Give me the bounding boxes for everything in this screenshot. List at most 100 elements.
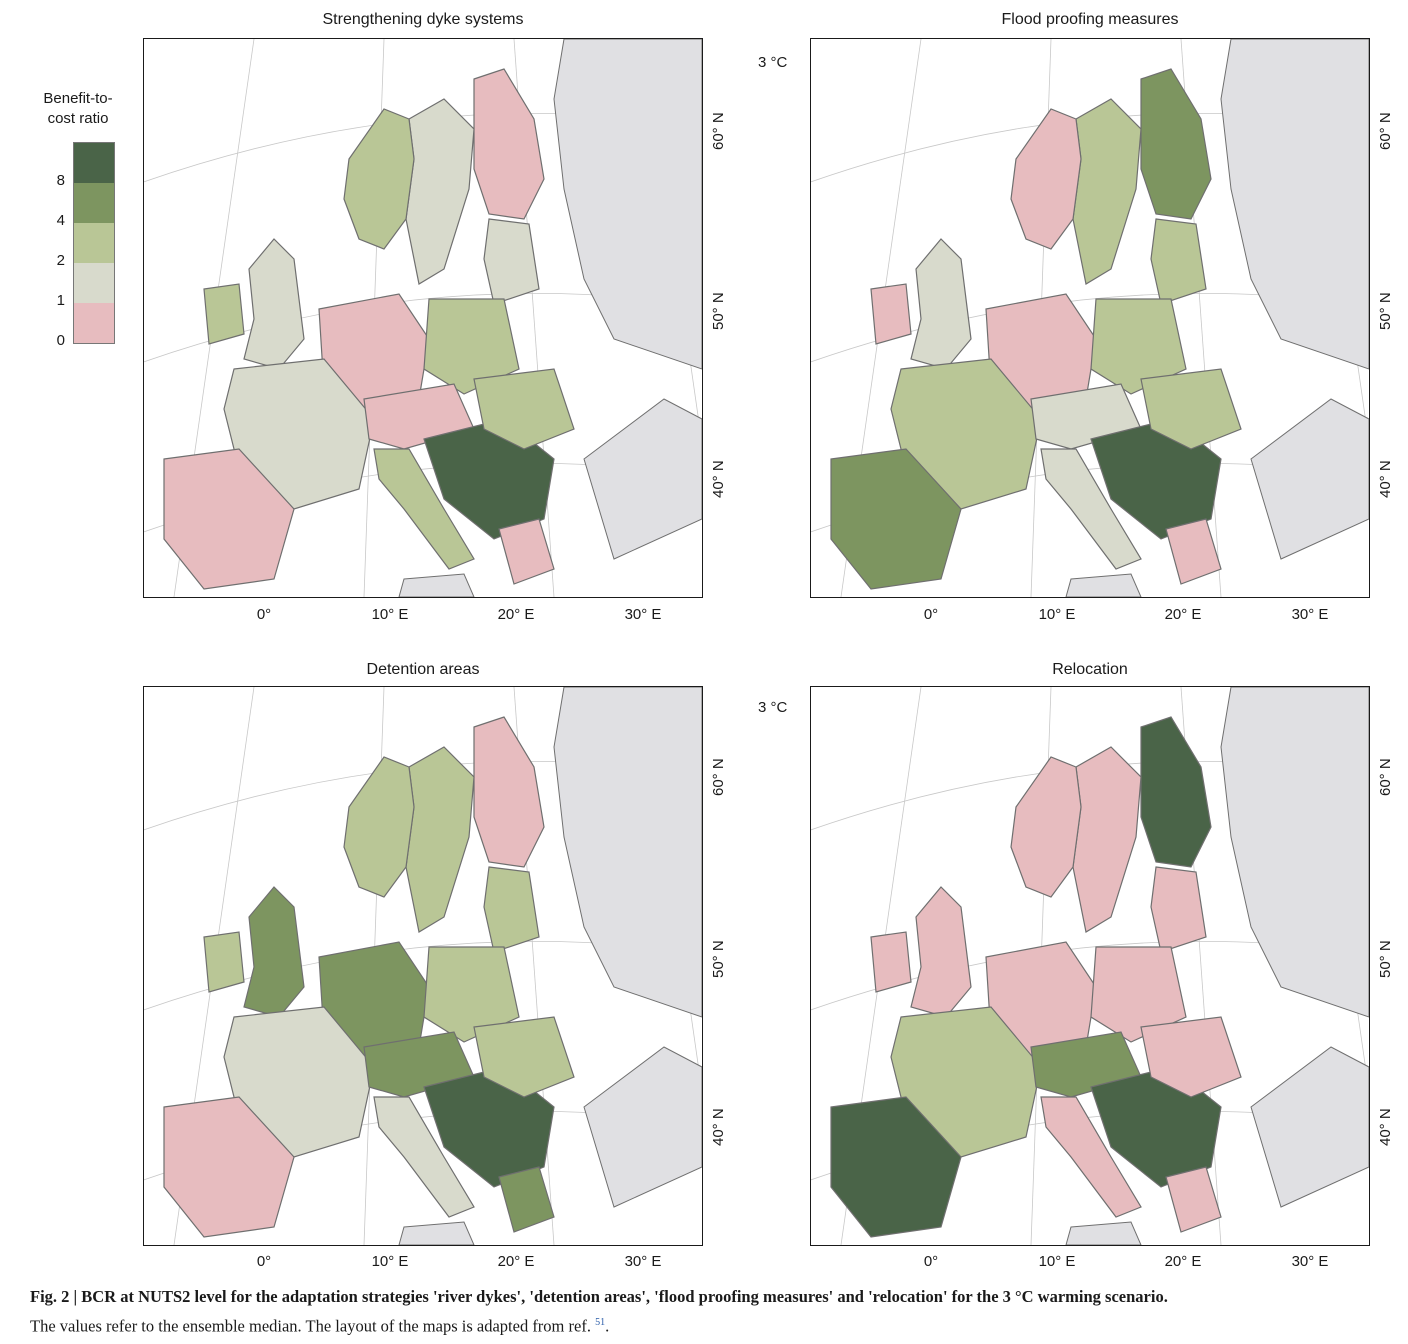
lat-label-60n: 60° N <box>1377 112 1394 150</box>
lat-label-40n: 40° N <box>710 1108 727 1146</box>
legend-swatch-1-2 <box>74 263 114 303</box>
region-greece <box>498 1166 555 1233</box>
lat-label-40n: 40° N <box>1377 1108 1394 1146</box>
panel-title-detention: Detention areas <box>366 661 480 678</box>
lon-label-0: 0° <box>923 1253 939 1270</box>
lon-label-0: 0° <box>256 606 272 623</box>
caption-bold: Fig. 2 | BCR at NUTS2 level for the adap… <box>30 1287 1168 1306</box>
region-norway <box>1010 108 1082 250</box>
region-uk <box>910 886 972 1018</box>
lat-label-60n: 60° N <box>1377 758 1394 796</box>
lat-label-60n: 60° N <box>710 112 727 150</box>
panel-title-relocation: Relocation <box>1052 661 1128 678</box>
region-norway <box>343 108 415 250</box>
non-study-land <box>1220 687 1369 1018</box>
non-study-land <box>1250 398 1369 560</box>
region-sweden <box>405 98 475 285</box>
lon-label-0: 0° <box>923 606 939 623</box>
lon-label-30e: 30° E <box>1291 606 1329 623</box>
region-baltics <box>483 866 540 953</box>
region-iberia <box>163 1096 295 1238</box>
region-norway <box>1010 756 1082 898</box>
region-romania-hungary <box>473 1016 575 1098</box>
region-france <box>223 1006 375 1158</box>
legend-tick-2: 2 <box>56 252 65 269</box>
lat-label-60n: 60° N <box>710 758 727 796</box>
non-study-land <box>583 1046 702 1208</box>
region-sweden <box>405 746 475 933</box>
region-iberia <box>163 448 295 590</box>
legend-swatch-2-4 <box>74 223 114 263</box>
legend-tick-4: 4 <box>56 212 65 229</box>
lat-label-50n: 50° N <box>710 940 727 978</box>
region-finland <box>473 716 545 868</box>
legend-title-line1: Benefit-to- <box>43 90 113 107</box>
caption-period: . <box>605 1316 610 1336</box>
lon-label-10e: 10° E <box>371 606 409 623</box>
non-study-land <box>1065 1221 1142 1245</box>
region-greece <box>498 518 555 585</box>
lon-label-10e: 10° E <box>1038 1253 1076 1270</box>
legend-swatch-gt8 <box>74 143 114 183</box>
region-uk <box>243 886 305 1018</box>
region-finland <box>1140 716 1212 868</box>
lon-label-30e: 30° E <box>1291 1253 1329 1270</box>
region-iberia <box>830 1096 962 1238</box>
figure-caption: Fig. 2 | BCR at NUTS2 level for the adap… <box>30 1284 1400 1340</box>
lon-label-20e: 20° E <box>1164 606 1202 623</box>
lon-label-10e: 10° E <box>1038 606 1076 623</box>
lat-label-50n: 50° N <box>1377 292 1394 330</box>
region-romania-hungary <box>1140 368 1242 450</box>
region-uk <box>910 238 972 370</box>
non-study-land <box>398 1221 475 1245</box>
region-italy <box>1040 448 1142 570</box>
legend-tick-0: 0 <box>56 332 65 349</box>
scenario-label-bottom: 3 °C <box>758 699 788 716</box>
legend-tick-8: 8 <box>56 172 65 189</box>
region-italy <box>373 1096 475 1218</box>
panel-title-dyke: Strengthening dyke systems <box>322 11 524 28</box>
non-study-land <box>553 687 702 1018</box>
map-svg <box>144 687 702 1245</box>
region-italy <box>1040 1096 1142 1218</box>
region-finland <box>1140 68 1212 220</box>
region-italy <box>373 448 475 570</box>
region-sweden <box>1072 746 1142 933</box>
region-ireland <box>203 931 245 993</box>
legend-tick-1: 1 <box>56 292 65 309</box>
lat-label-40n: 40° N <box>710 460 727 498</box>
lon-label-0: 0° <box>256 1253 272 1270</box>
region-baltics <box>483 218 540 305</box>
region-uk <box>243 238 305 370</box>
lon-label-20e: 20° E <box>497 1253 535 1270</box>
non-study-land <box>1220 39 1369 370</box>
lon-label-30e: 30° E <box>624 606 662 623</box>
lat-label-40n: 40° N <box>1377 460 1394 498</box>
region-greece <box>1165 518 1222 585</box>
lat-label-50n: 50° N <box>1377 940 1394 978</box>
legend-swatch-4-8 <box>74 183 114 223</box>
region-france <box>890 358 1042 510</box>
map-panel-dyke <box>143 38 703 598</box>
caption-body: The values refer to the ensemble median.… <box>30 1316 591 1336</box>
legend-color-bar <box>73 142 115 344</box>
region-iberia <box>830 448 962 590</box>
region-sweden <box>1072 98 1142 285</box>
region-romania-hungary <box>1140 1016 1242 1098</box>
region-ireland <box>870 283 912 345</box>
map-panel-relocation <box>810 686 1370 1246</box>
non-study-land <box>1065 573 1142 597</box>
scenario-label-top: 3 °C <box>758 54 788 71</box>
non-study-land <box>583 398 702 560</box>
region-france <box>223 358 375 510</box>
region-ireland <box>203 283 245 345</box>
caption-ref: 51 <box>595 1317 606 1328</box>
map-panel-flood-proofing <box>810 38 1370 598</box>
map-svg <box>144 39 702 597</box>
region-baltics <box>1150 218 1207 305</box>
panel-title-flood-proofing: Flood proofing measures <box>1001 11 1179 28</box>
region-norway <box>343 756 415 898</box>
lat-label-50n: 50° N <box>710 292 727 330</box>
non-study-land <box>1250 1046 1369 1208</box>
map-svg <box>811 39 1369 597</box>
